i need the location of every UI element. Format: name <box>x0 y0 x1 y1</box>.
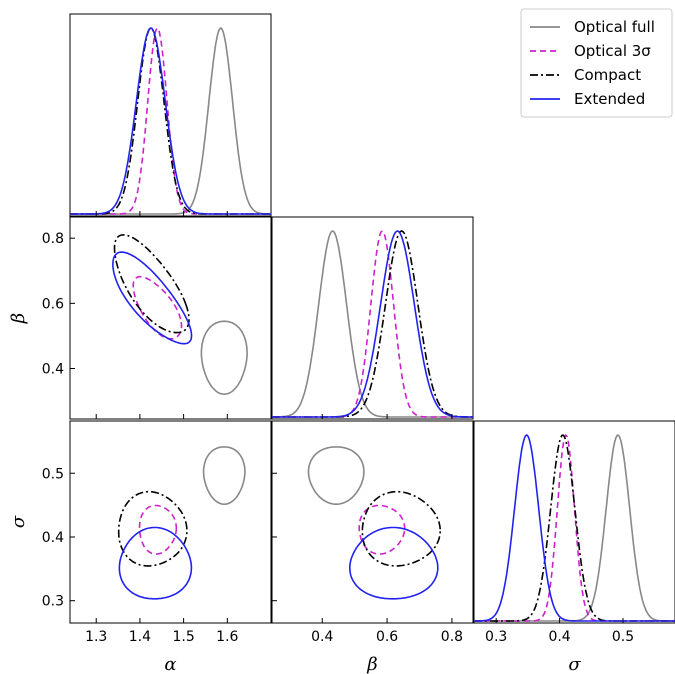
legend-label-compact: Compact <box>574 66 641 84</box>
xtick-label-alpha: 1.4 <box>129 629 151 645</box>
marginal-curve-sigma-optical-3- <box>474 435 675 621</box>
contours-beta_sigma <box>309 447 441 599</box>
ytick-label-sigma: 0.4 <box>42 530 64 546</box>
xlabel-beta: β <box>366 654 377 674</box>
contour-alpha_beta-extended <box>113 252 192 344</box>
panel-sigma-beta <box>272 421 473 623</box>
legend-label-optical-3-: Optical 3σ <box>574 42 651 60</box>
ytick-label-sigma: 0.5 <box>42 466 64 482</box>
marginal-curve-alpha-optical-full <box>70 28 271 214</box>
marginal-curve-sigma-optical-full <box>474 435 675 621</box>
ytick-label-beta: 0.6 <box>42 296 64 312</box>
xtick-label-sigma: 0.3 <box>485 629 507 645</box>
marginal-curve-beta-optical-3- <box>272 231 473 417</box>
ylabel-sigma: σ <box>8 515 29 528</box>
ytick-label-sigma: 0.3 <box>42 594 64 610</box>
contour-alpha_beta-optical-full <box>201 321 247 394</box>
marginal-curve-beta-extended <box>272 231 473 417</box>
xtick-label-alpha: 1.6 <box>216 629 238 645</box>
contours-alpha_beta <box>113 235 247 394</box>
xtick-label-beta: 0.4 <box>311 629 333 645</box>
marginal-curve-alpha-optical-3- <box>70 28 271 214</box>
legend: Optical full Optical 3σ Compact Extended <box>521 9 672 117</box>
marginal-curve-beta-optical-full <box>272 231 473 417</box>
marginal-beta <box>272 231 473 417</box>
marginal-alpha <box>70 28 271 214</box>
ytick-label-beta: 0.4 <box>42 362 64 378</box>
marginal-curve-alpha-extended <box>70 28 271 214</box>
legend-label-optical-full: Optical full <box>574 18 655 36</box>
panel-sigma-sigma <box>474 421 675 623</box>
xtick-label-sigma: 0.4 <box>548 629 570 645</box>
ytick-label-beta: 0.8 <box>42 231 64 247</box>
panel-sigma-alpha <box>70 421 271 623</box>
contours-alpha_sigma <box>119 447 245 599</box>
xtick-label-beta: 0.8 <box>441 629 463 645</box>
contour-beta_sigma-optical-full <box>309 447 364 504</box>
ylabel-beta: β <box>8 313 29 324</box>
contour-alpha_sigma-optical-full <box>204 447 245 504</box>
panel-alpha-alpha <box>70 14 271 216</box>
xlabel-alpha: α <box>164 654 176 674</box>
contour-beta_sigma-extended <box>350 528 438 599</box>
marginal-curve-sigma-compact <box>474 435 675 621</box>
contour-alpha_sigma-extended <box>119 528 191 599</box>
marginal-curve-beta-compact <box>272 231 473 417</box>
marginal-sigma <box>474 435 675 621</box>
contour-alpha_beta-compact <box>115 235 190 333</box>
xlabel-sigma: σ <box>568 654 581 674</box>
xtick-label-alpha: 1.5 <box>172 629 194 645</box>
marginal-curve-alpha-compact <box>70 28 271 214</box>
panel-beta-alpha <box>70 217 271 419</box>
marginal-curve-sigma-extended <box>474 435 675 621</box>
xtick-label-alpha: 1.3 <box>85 629 107 645</box>
panel-beta-beta <box>272 217 473 419</box>
legend-label-extended: Extended <box>574 90 645 108</box>
contour-alpha_beta-optical-3- <box>133 277 181 339</box>
xtick-label-beta: 0.6 <box>376 629 398 645</box>
xtick-label-sigma: 0.5 <box>612 629 634 645</box>
